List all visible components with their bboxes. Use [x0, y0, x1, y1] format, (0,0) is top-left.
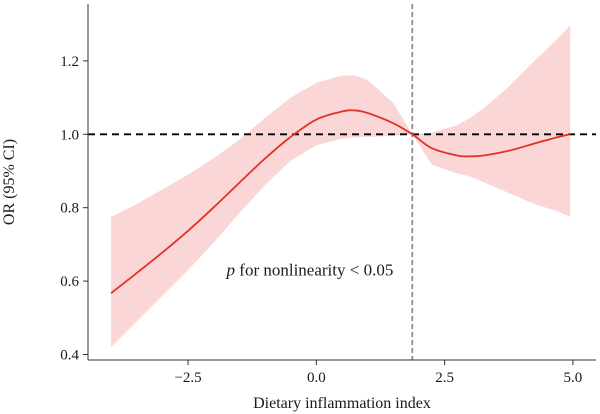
y-tick-label: 1.2: [60, 54, 79, 70]
confidence-band: [111, 24, 571, 348]
annotation-p-symbol: p: [226, 261, 236, 280]
labels-layer: Dietary inflammation index OR (95% CI) p…: [1, 139, 431, 412]
y-tick-label: 0.8: [60, 201, 79, 217]
nonlinearity-annotation: p for nonlinearity < 0.05: [226, 261, 394, 280]
series-line-layer: [110, 109, 571, 294]
reference-lines-layer: [88, 4, 596, 360]
y-tick-label: 1.0: [60, 127, 79, 143]
x-tick-label: 0.0: [307, 370, 326, 386]
y-tick-label: 0.6: [60, 274, 79, 290]
y-tick-label: 0.4: [60, 347, 79, 363]
x-tick-label: −2.5: [174, 370, 201, 386]
x-tick-label: 2.5: [435, 370, 454, 386]
x-axis-label: Dietary inflammation index: [253, 395, 431, 412]
y-axis-label: OR (95% CI): [1, 139, 18, 225]
annotation-text: for nonlinearity < 0.05: [235, 261, 393, 280]
x-tick-label: 5.0: [564, 370, 583, 386]
or-curve: [110, 109, 571, 294]
confidence-band-layer: [111, 24, 571, 348]
axes-layer: −2.5 0.0 2.5 5.0 0.4 0.6 0.8 1.0 1.2: [60, 4, 596, 386]
